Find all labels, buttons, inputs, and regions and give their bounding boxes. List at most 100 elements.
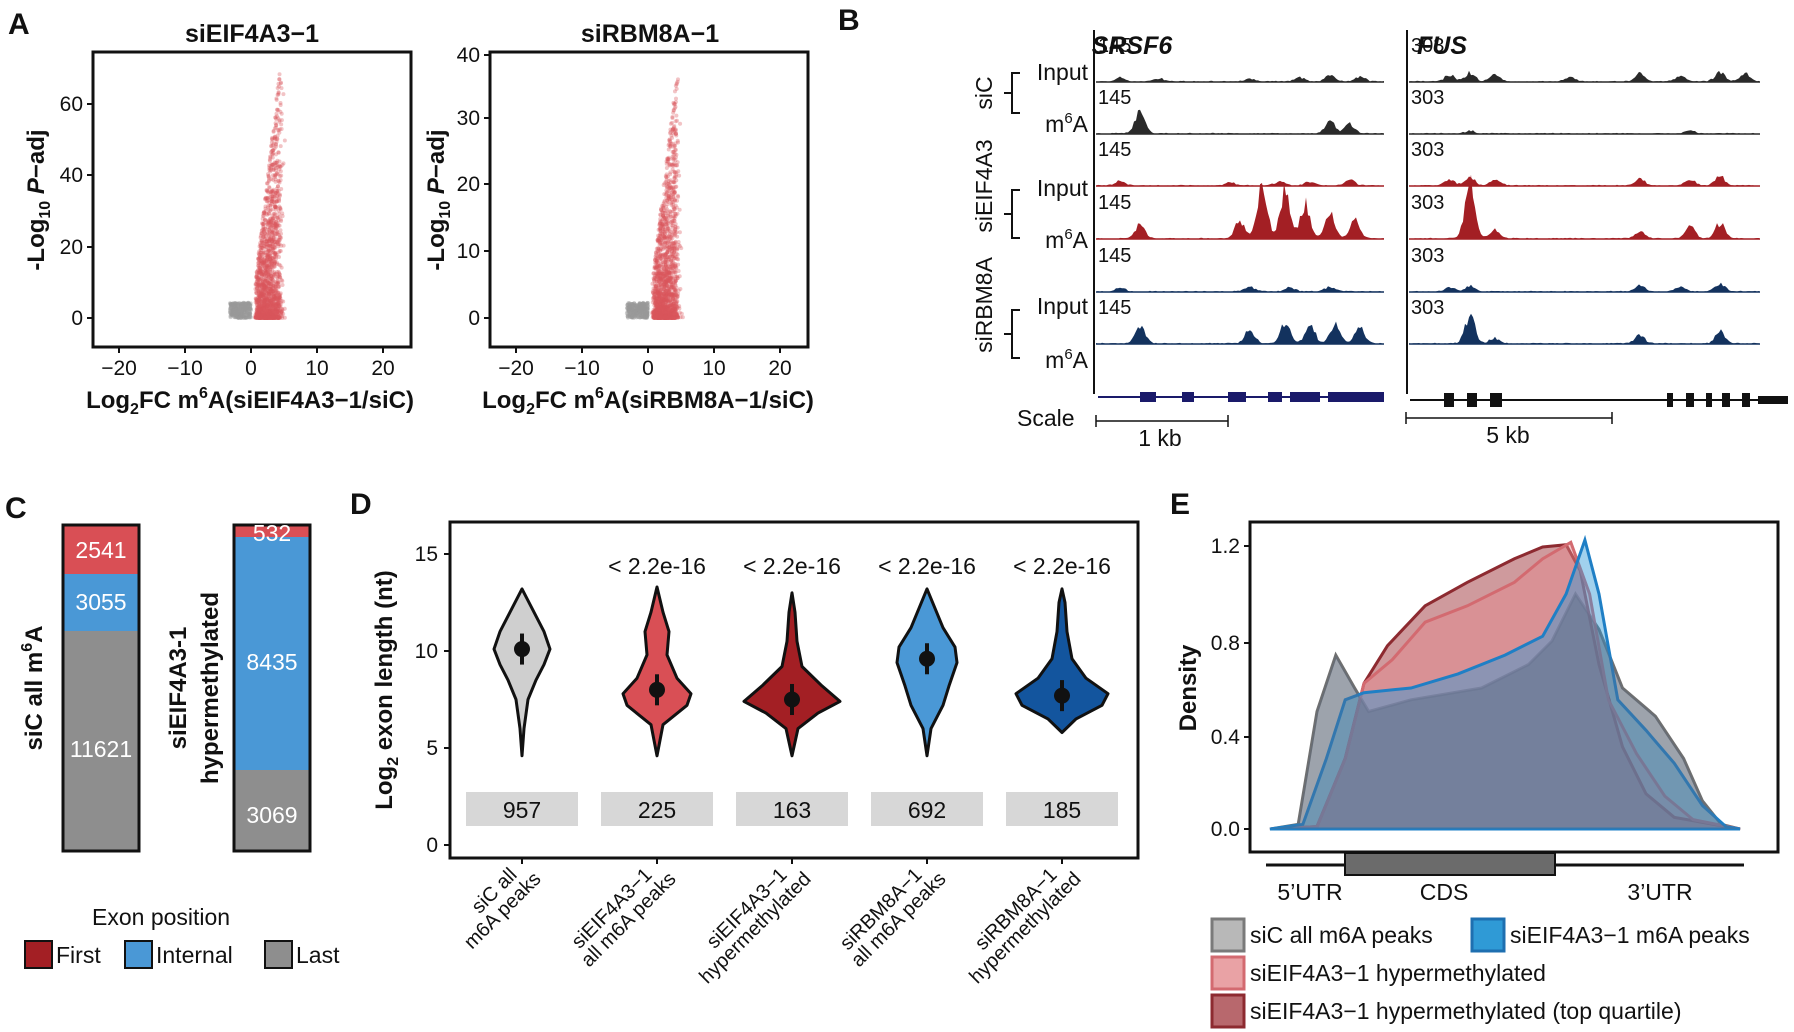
volcano-point xyxy=(276,296,281,301)
volcano-point xyxy=(660,203,665,208)
volcano-point xyxy=(261,300,266,305)
volcano-point xyxy=(271,315,276,320)
volcano-left-points xyxy=(227,72,287,320)
volcano-point xyxy=(271,274,276,279)
volcano-point xyxy=(274,228,279,233)
volcano-point xyxy=(269,304,274,309)
volcano-point xyxy=(254,306,259,311)
volcano-point xyxy=(273,295,278,300)
volcano-point xyxy=(270,275,275,280)
volcano-point xyxy=(276,290,281,295)
volcano-point xyxy=(262,285,267,290)
volcano-point xyxy=(257,305,262,310)
volcano-point xyxy=(269,136,274,141)
track-scale-label: 145 xyxy=(1098,87,1131,109)
volcano-point xyxy=(257,310,262,315)
volcano-point xyxy=(268,308,273,313)
volcano-point xyxy=(273,306,278,311)
volcano-point xyxy=(271,215,276,220)
volcano-point xyxy=(270,194,275,199)
volcano-point xyxy=(277,297,282,302)
volcano-point xyxy=(272,315,277,320)
volcano-point xyxy=(257,307,262,312)
volcano-point xyxy=(671,194,676,199)
volcano-point xyxy=(266,314,271,319)
volcano-point xyxy=(256,315,261,320)
volcano-point xyxy=(273,242,278,247)
volcano-point xyxy=(276,313,281,318)
volcano-point xyxy=(262,210,267,215)
volcano-point xyxy=(263,301,268,306)
volcano-point xyxy=(273,144,278,149)
volcano-point xyxy=(271,250,276,255)
volcano-point xyxy=(268,271,273,276)
coverage-profile xyxy=(1096,182,1384,239)
volcano-point xyxy=(263,226,268,231)
volcano-point xyxy=(277,308,282,313)
volcano-point xyxy=(271,315,276,320)
volcano-point xyxy=(262,264,267,269)
volcano-point xyxy=(274,226,279,231)
volcano-point xyxy=(275,276,280,281)
volcano-point xyxy=(260,240,265,245)
volcano-point xyxy=(277,163,282,168)
volcano-point xyxy=(259,300,264,305)
volcano-point xyxy=(266,175,271,180)
volcano-point xyxy=(269,309,274,314)
volcano-point xyxy=(278,310,283,315)
legend-swatch-sieif4a3 xyxy=(1470,917,1506,953)
violin-yticks: 0 5 10 15 xyxy=(415,543,450,857)
volcano-point xyxy=(262,314,267,319)
volcano-point xyxy=(260,222,265,227)
volcano-point xyxy=(260,264,265,269)
volcano-point xyxy=(276,284,281,289)
volcano-point xyxy=(275,295,280,300)
volcano-point xyxy=(271,313,276,318)
volcano-point xyxy=(267,186,272,191)
volcano-point xyxy=(269,228,274,233)
volcano-point xyxy=(255,308,260,313)
volcano-point xyxy=(260,285,265,290)
volcano-point xyxy=(266,303,271,308)
volcano-point xyxy=(282,138,287,143)
volcano-point xyxy=(260,213,265,218)
volcano-point xyxy=(272,255,277,260)
volcano-point xyxy=(266,254,271,259)
volcano-point xyxy=(276,90,281,95)
volcano-point xyxy=(263,278,268,283)
volcano-point xyxy=(266,301,271,306)
volcano-point xyxy=(267,314,272,319)
volcano-point xyxy=(267,249,272,254)
volcano-point xyxy=(255,282,260,287)
volcano-point xyxy=(259,290,264,295)
volcano-point xyxy=(655,274,660,279)
volcano-point xyxy=(272,255,277,260)
volcano-point xyxy=(258,312,263,317)
volcano-point xyxy=(263,315,268,320)
volcano-point xyxy=(264,297,269,302)
volcano-point xyxy=(254,296,259,301)
volcano-point xyxy=(261,243,266,248)
volcano-point xyxy=(263,279,268,284)
volcano-point xyxy=(267,236,272,241)
volcano-point xyxy=(280,214,285,219)
volcano-point xyxy=(268,263,273,268)
volcano-right-ylabel: -Log10 P−adj xyxy=(423,129,454,270)
volcano-point xyxy=(257,252,262,257)
volcano-point xyxy=(266,173,271,178)
volcano-point xyxy=(262,282,267,287)
volcano-point xyxy=(668,172,673,177)
volcano-point xyxy=(279,311,284,316)
coverage-profile xyxy=(1096,321,1384,344)
volcano-point xyxy=(254,291,259,296)
volcano-point xyxy=(261,315,266,320)
violin-median xyxy=(784,691,800,708)
volcano-point xyxy=(271,310,276,315)
volcano-point xyxy=(255,284,260,289)
volcano-point xyxy=(262,277,267,282)
volcano-point xyxy=(264,315,269,320)
volcano-point xyxy=(257,315,262,320)
volcano-point xyxy=(270,315,275,320)
volcano-point xyxy=(272,272,277,277)
volcano-point xyxy=(257,304,262,309)
